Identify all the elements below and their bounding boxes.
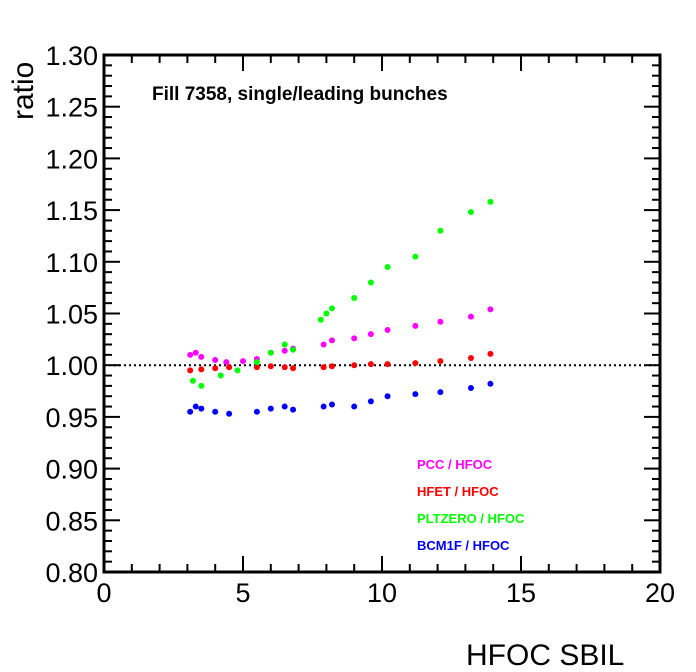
data-point	[189, 377, 196, 384]
legend-entry: PCC / HFOC	[417, 457, 493, 472]
data-point	[226, 364, 233, 371]
data-point	[487, 380, 494, 387]
y-tick-label: 1.00	[45, 351, 98, 381]
data-point	[267, 405, 274, 412]
legend-entry: BCM1F / HFOC	[417, 538, 510, 553]
y-tick-label: 0.95	[45, 403, 98, 433]
data-point	[320, 364, 327, 371]
data-point	[281, 341, 288, 348]
data-point	[487, 350, 494, 357]
data-point	[384, 263, 391, 270]
data-point	[384, 393, 391, 400]
data-point	[437, 318, 444, 325]
data-point	[367, 398, 374, 405]
data-point	[226, 410, 233, 417]
x-axis-title: HFOC SBIL	[466, 639, 624, 672]
data-point	[317, 316, 324, 323]
y-tick-label: 1.15	[45, 196, 98, 226]
data-point	[320, 341, 327, 348]
y-tick-label: 1.20	[45, 144, 98, 174]
x-tick-label: 0	[96, 578, 111, 608]
data-point	[437, 389, 444, 396]
x-tick-label: 20	[645, 578, 675, 608]
series-hfet-hfoc	[187, 350, 494, 374]
data-point	[367, 361, 374, 368]
data-point	[467, 209, 474, 216]
data-point	[223, 359, 230, 366]
data-point	[212, 408, 219, 415]
series-pltzero-hfoc	[189, 198, 494, 389]
data-point	[351, 362, 358, 369]
data-point	[187, 367, 194, 374]
data-point	[412, 253, 419, 260]
data-point	[351, 403, 358, 410]
y-tick-label: 1.10	[45, 248, 98, 278]
data-point	[267, 363, 274, 370]
data-point	[192, 403, 199, 410]
data-point	[198, 353, 205, 360]
series-bcm1f-hfoc	[187, 380, 494, 417]
data-point	[253, 359, 260, 366]
plot-frame	[102, 53, 662, 574]
data-point	[384, 361, 391, 368]
legend-entry: PLTZERO / HFOC	[417, 511, 525, 526]
data-point	[351, 335, 358, 342]
data-point	[467, 384, 474, 391]
data-point	[217, 372, 224, 379]
y-tick-label: 1.25	[45, 93, 98, 123]
data-point	[467, 313, 474, 320]
data-point	[412, 391, 419, 398]
plot-annotation: Fill 7358, single/leading bunches	[152, 84, 448, 105]
data-point	[487, 306, 494, 313]
data-point	[328, 401, 335, 408]
data-point	[290, 406, 297, 413]
data-point	[212, 365, 219, 372]
x-tick-label: 15	[506, 578, 536, 608]
series-pcc-hfoc	[187, 306, 494, 366]
data-point	[290, 346, 297, 353]
data-point	[253, 408, 260, 415]
data-point	[234, 367, 241, 374]
data-point	[437, 358, 444, 365]
data-point	[187, 351, 194, 358]
data-point	[281, 347, 288, 354]
data-point	[328, 305, 335, 312]
y-axis-title: ratio	[7, 62, 40, 120]
data-point	[328, 337, 335, 344]
data-point	[487, 198, 494, 205]
data-point	[367, 279, 374, 286]
data-point	[281, 364, 288, 371]
data-point	[267, 349, 274, 356]
y-tick-label: 0.80	[45, 558, 98, 588]
y-tick-label: 0.90	[45, 455, 98, 485]
data-point	[253, 364, 260, 371]
data-point	[412, 360, 419, 367]
data-point	[290, 365, 297, 372]
y-tick-label: 1.30	[45, 41, 98, 71]
data-point	[323, 310, 330, 317]
data-point	[437, 227, 444, 234]
data-point	[320, 403, 327, 410]
data-point	[198, 382, 205, 389]
legend-entry: HFET / HFOC	[417, 484, 499, 499]
data-point	[240, 358, 246, 365]
data-point	[328, 363, 335, 370]
data-point	[384, 327, 391, 334]
data-point	[467, 354, 474, 361]
data-point	[281, 403, 288, 410]
data-point	[367, 331, 374, 338]
data-point	[351, 294, 358, 301]
y-tick-label: 1.05	[45, 300, 98, 330]
data-point	[212, 357, 219, 364]
data-point	[412, 322, 419, 329]
y-tick-label: 0.85	[45, 506, 98, 536]
x-tick-label: 5	[235, 578, 250, 608]
x-tick-label: 10	[367, 578, 397, 608]
data-point	[192, 349, 199, 356]
data-point	[198, 405, 205, 412]
data-point	[187, 408, 194, 415]
data-point	[198, 366, 205, 373]
